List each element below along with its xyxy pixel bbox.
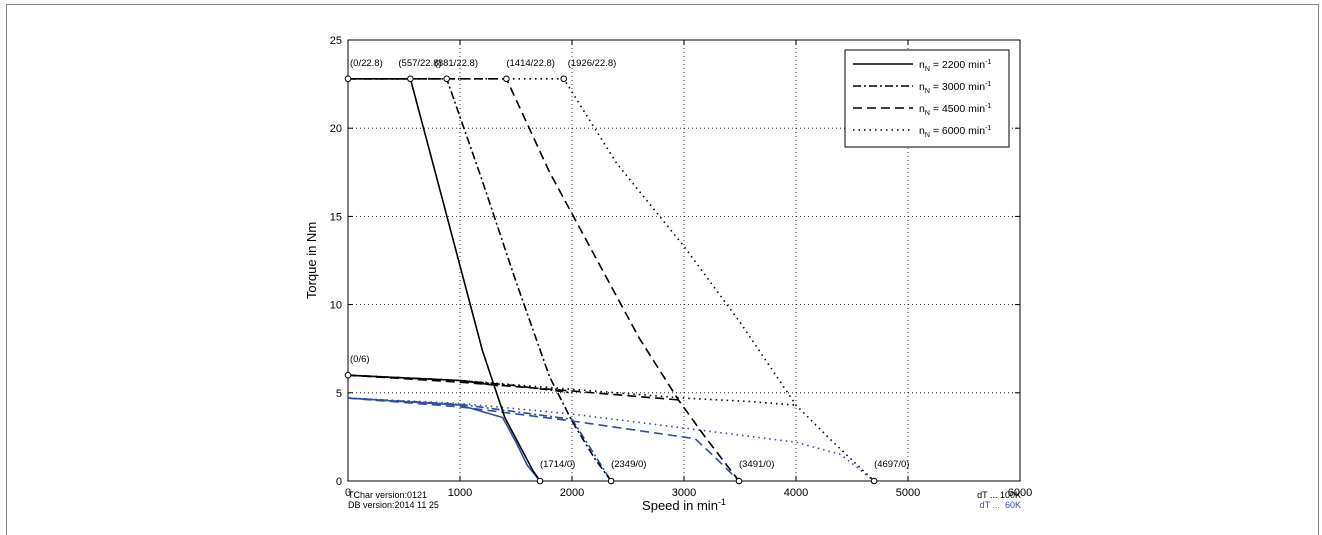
footer-legend-text: dT ... 100K (977, 490, 1021, 500)
annotation-marker (443, 75, 450, 83)
y-tick-label: 20 (330, 123, 342, 135)
footer-version-text: DB version:2014 11 25 (348, 500, 439, 510)
y-tick-label: 10 (330, 300, 342, 312)
legend-label-exponent: -1 (985, 59, 991, 66)
legend-label: nN = 2200 min-1 (919, 59, 991, 73)
legend-label-value: = 3000 min (930, 81, 985, 93)
x-tick-label: 4000 (784, 487, 808, 499)
x-tick-label: 3000 (672, 487, 696, 499)
annotation-label: (2349/0) (611, 459, 646, 470)
curve-60K (347, 397, 612, 482)
curve-100K (347, 374, 679, 401)
legend-box (844, 49, 1010, 148)
legend-label-exponent: -1 (985, 125, 991, 132)
annotation-marker (503, 75, 510, 83)
annotation-label: (1414/22.8) (506, 58, 555, 69)
chart-frame (6, 4, 1319, 535)
curve-60K (347, 397, 740, 482)
footer-legend-text: dT ... 60K (980, 500, 1021, 510)
annotation-marker (344, 75, 352, 83)
annotation-marker (735, 477, 743, 485)
x-axis-label: Speed in min-1 (642, 497, 726, 513)
x-tick-label: 6000 (1008, 487, 1032, 499)
annotation-label: (557/22.8) (398, 58, 441, 69)
annotation-label: (3491/0) (739, 459, 774, 470)
legend-label-subscript: N (925, 66, 930, 73)
y-tick-label: 15 (330, 211, 342, 223)
series-line (348, 78, 875, 482)
annotation-label: (0/6) (350, 354, 370, 365)
legend-label-subscript: N (925, 110, 930, 117)
x-tick-label: 0 (345, 487, 351, 499)
annotation-marker (344, 371, 352, 379)
y-tick-label: 5 (336, 388, 342, 400)
annotation-marker (560, 75, 568, 83)
x-tick-label: 2000 (560, 487, 584, 499)
annotation-label: (881/22.8) (435, 58, 478, 69)
annotation-marker (870, 477, 878, 485)
annotation-label: (1926/22.8) (568, 58, 617, 69)
legend-label-subscript: N (925, 88, 930, 95)
legend-label-exponent: -1 (985, 103, 991, 110)
curve-100K (347, 374, 797, 406)
footer-version-text: TChar version:0121 (348, 490, 427, 500)
x-tick-label: 1000 (448, 487, 472, 499)
legend-label-value: = 4500 min (930, 103, 985, 115)
legend-label-value: = 6000 min (930, 125, 985, 137)
annotation-label: (1714/0) (540, 459, 575, 470)
legend-label: nN = 6000 min-1 (919, 125, 991, 139)
series-line (348, 78, 541, 482)
y-tick-label: 0 (336, 476, 342, 488)
legend-label-subscript: N (925, 132, 930, 139)
x-axis-label-exponent: -1 (718, 497, 726, 507)
annotation-marker (536, 477, 544, 485)
x-tick-label: 5000 (896, 487, 920, 499)
annotation-label: (0/22.8) (350, 58, 383, 69)
annotation-marker (407, 75, 414, 83)
legend-label-exponent: -1 (985, 81, 991, 88)
legend-label-value: = 2200 min (930, 59, 985, 71)
legend-label: nN = 4500 min-1 (919, 103, 991, 117)
y-tick-label: 25 (330, 35, 342, 47)
series-line (348, 78, 612, 482)
curve-60K (347, 397, 541, 482)
series-line (348, 78, 740, 482)
annotation-label: (4697/0) (874, 459, 909, 470)
y-axis-label: Torque in Nm (304, 222, 319, 299)
annotation-marker (607, 477, 615, 485)
legend-label: nN = 3000 min-1 (919, 81, 991, 95)
